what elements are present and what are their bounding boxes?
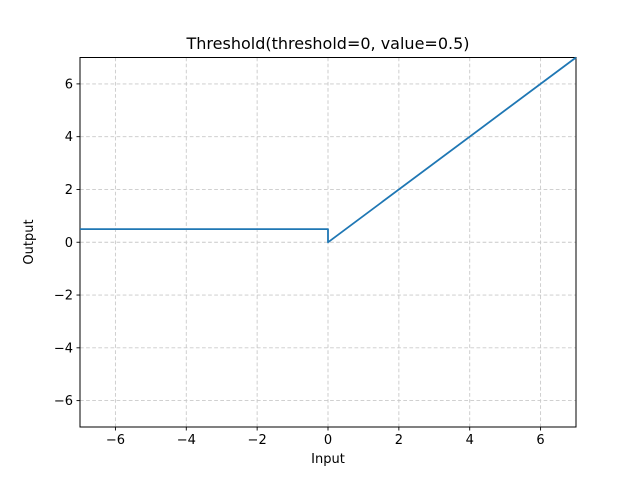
y-tick-label: −2: [54, 289, 73, 304]
x-tick-label: 2: [395, 433, 403, 448]
x-axis-label: Input: [311, 452, 345, 467]
chart-title: Threshold(threshold=0, value=0.5): [186, 34, 470, 53]
threshold-line: [80, 56, 577, 244]
grid-layer: [80, 57, 576, 427]
y-axis-label: Output: [22, 219, 37, 264]
plot-border: [79, 57, 577, 428]
x-tick-label: 6: [536, 433, 544, 448]
y-tick-label: 6: [65, 77, 73, 92]
x-tick-label: −6: [106, 433, 125, 448]
x-tick-label: −2: [248, 433, 267, 448]
y-tick-label: −4: [54, 341, 73, 356]
x-tick-label: 0: [324, 433, 332, 448]
y-tick-label: −6: [54, 394, 73, 409]
y-tick-label: 4: [65, 130, 73, 145]
axis-tick-layer: −6 −4 −2 0 2 4 6 −6 −4 −2 0 2 4 6: [54, 77, 545, 448]
x-tick-label: 4: [466, 433, 474, 448]
y-tick-label: 2: [65, 183, 73, 198]
y-tick-label: 0: [65, 236, 73, 251]
x-tick-label: −4: [177, 433, 196, 448]
